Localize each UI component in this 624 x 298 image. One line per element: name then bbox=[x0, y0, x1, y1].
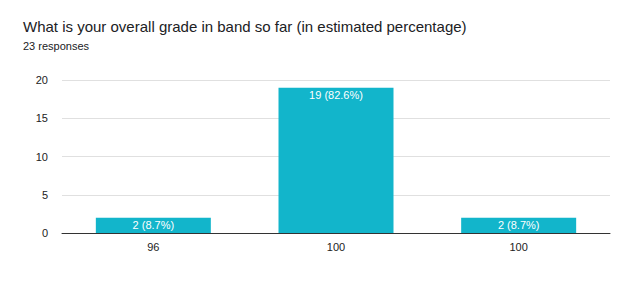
svg-text:5: 5 bbox=[42, 189, 48, 201]
svg-text:20: 20 bbox=[36, 74, 48, 86]
svg-text:2 (8.7%): 2 (8.7%) bbox=[498, 219, 540, 231]
svg-text:What is your overall grade in: What is your overall grade in band so fa… bbox=[23, 18, 467, 35]
svg-text:2 (8.7%): 2 (8.7%) bbox=[133, 219, 175, 231]
svg-text:100: 100 bbox=[327, 241, 345, 253]
svg-text:19 (82.6%): 19 (82.6%) bbox=[309, 89, 363, 101]
svg-text:23 responses: 23 responses bbox=[23, 40, 90, 52]
svg-text:0: 0 bbox=[42, 227, 48, 239]
svg-text:100: 100 bbox=[509, 241, 527, 253]
svg-text:96: 96 bbox=[147, 241, 159, 253]
svg-text:10: 10 bbox=[36, 151, 48, 163]
svg-text:15: 15 bbox=[36, 112, 48, 124]
